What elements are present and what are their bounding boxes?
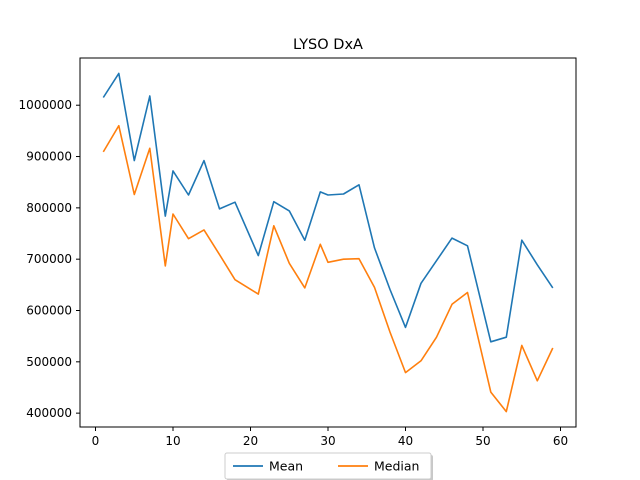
- x-tick-label: 10: [165, 434, 180, 448]
- y-tick-label: 900000: [26, 150, 72, 164]
- x-tick-label: 50: [475, 434, 490, 448]
- y-tick-label: 800000: [26, 201, 72, 215]
- legend: Mean Median: [224, 452, 433, 480]
- x-tick-label: 40: [398, 434, 413, 448]
- series-layer: [102, 72, 554, 413]
- x-tick-label: 20: [243, 434, 258, 448]
- legend-label-median: Median: [374, 459, 419, 474]
- y-tick-label: 1000000: [19, 98, 72, 112]
- y-tick-label: 700000: [26, 252, 72, 266]
- y-axis: 400000 500000 600000 700000 800000 900000 1000…: [19, 98, 80, 420]
- chart-title: LYSO DxA: [293, 37, 363, 53]
- legend-box: [224, 452, 432, 480]
- x-tick-label: 0: [92, 434, 100, 448]
- series-line-median: [102, 124, 554, 413]
- legend-label-mean: Mean: [269, 459, 303, 474]
- plot-frame: [79, 57, 577, 428]
- plot-area: [79, 57, 577, 428]
- x-axis: 0 10 20 30 40 50 60: [92, 427, 568, 448]
- y-tick-label: 400000: [26, 406, 72, 420]
- y-tick-label: 500000: [26, 355, 72, 369]
- x-tick-label: 30: [320, 434, 335, 448]
- y-tick-label: 600000: [26, 304, 72, 318]
- x-tick-label: 60: [553, 434, 568, 448]
- series-line-mean: [102, 72, 554, 343]
